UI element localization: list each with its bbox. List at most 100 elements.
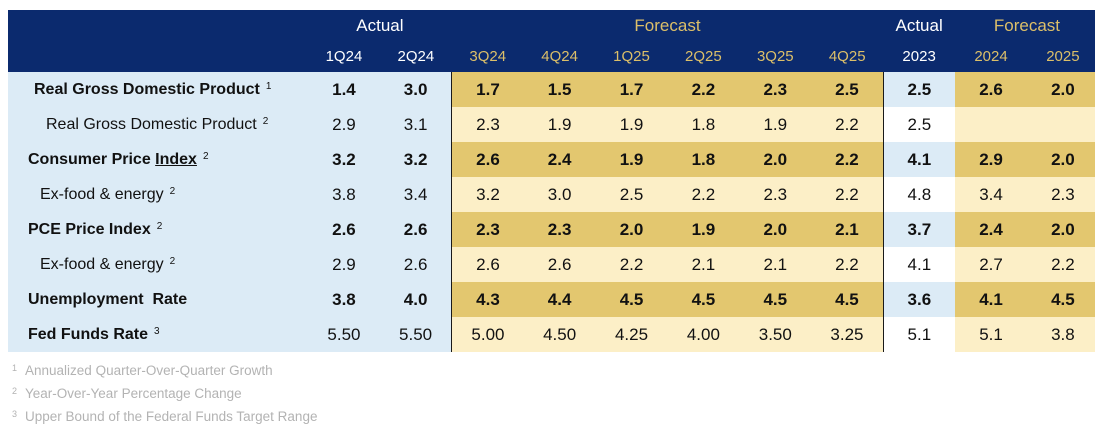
table-cell: 2.5 [811, 72, 884, 107]
table-cell: 4.8 [882, 177, 956, 212]
table-cell: 2.4 [955, 212, 1027, 247]
table-cell: 4.5 [1026, 282, 1095, 317]
table-row: PCE Price Index 2 2.6 2.6 2.3 2.3 2.0 1.9… [8, 212, 1095, 247]
table-row: Real Gross Domestic Product 2 2.9 3.1 2.3… [8, 107, 1095, 142]
footnote: 1 Annualized Quarter-Over-Quarter Growth [12, 357, 317, 380]
table-cell: 2.2 [811, 177, 884, 212]
table-cell: 2.0 [1026, 212, 1095, 247]
period-header: 3Q24 [451, 41, 524, 72]
table-cell: 1.9 [523, 107, 596, 142]
row-label-text: Real Gross Domestic Product [34, 80, 260, 98]
period-header: 2025 [1026, 41, 1095, 72]
table-cell: 3.6 [882, 282, 956, 317]
table-cell: 1.9 [739, 107, 812, 142]
table-cell: 3.25 [811, 317, 884, 352]
table-cell: 3.2 [379, 142, 452, 177]
table-cell: 2.0 [1026, 72, 1095, 107]
table-cell: 4.0 [379, 282, 452, 317]
table-row: Real Gross Domestic Product 1 1.4 3.0 1.7… [8, 72, 1095, 107]
period-header: 1Q25 [595, 41, 668, 72]
table-cell: 1.8 [667, 107, 740, 142]
table-cell: 2.3 [1026, 177, 1095, 212]
table-cell: 2.1 [739, 247, 812, 282]
table-cell: 3.8 [308, 282, 380, 317]
table-cell: 3.4 [955, 177, 1027, 212]
footnote-text: Year-Over-Year Percentage Change [25, 386, 242, 401]
table-cell: 2.6 [955, 72, 1027, 107]
table-row: Unemployment Rate 3.8 4.0 4.3 4.4 4.5 4.… [8, 282, 1095, 317]
table-cell: 3.2 [451, 177, 524, 212]
table-cell: 2.6 [523, 247, 596, 282]
table-cell: 2.3 [523, 212, 596, 247]
table-cell: 3.4 [379, 177, 452, 212]
table-cell: 4.00 [667, 317, 740, 352]
table-row: Ex-food & energy 2 2.9 2.6 2.6 2.6 2.2 2.… [8, 247, 1095, 282]
table-cell: 2.6 [308, 212, 380, 247]
table-cell: 4.1 [882, 247, 956, 282]
footnote: 3 Upper Bound of the Federal Funds Target… [12, 403, 317, 426]
table-cell: 2.1 [811, 212, 884, 247]
table-cell: 1.7 [451, 72, 524, 107]
table-cell: 5.50 [379, 317, 452, 352]
table-cell: 4.3 [451, 282, 524, 317]
table-cell: 2.2 [667, 72, 740, 107]
period-header: 2023 [883, 41, 956, 72]
table-cell: 2.6 [379, 212, 452, 247]
footnote-ref: 2 [169, 255, 176, 267]
index-link[interactable]: Index [155, 150, 197, 168]
table-cell: 2.0 [739, 212, 812, 247]
table-cell: 1.9 [595, 107, 668, 142]
footnote: 2 Year-Over-Year Percentage Change [12, 380, 317, 403]
table-cell: 2.6 [451, 247, 524, 282]
table-cell: 2.7 [955, 247, 1027, 282]
table-cell: 2.2 [667, 177, 740, 212]
period-header-row: 1Q24 2Q24 3Q24 4Q24 1Q25 2Q25 3Q25 4Q25 … [8, 41, 1095, 72]
table-cell: 2.3 [451, 107, 524, 142]
footnote-ref: 2 [202, 150, 209, 162]
footnote-text: Upper Bound of the Federal Funds Target … [25, 409, 318, 424]
footnote-text: Annualized Quarter-Over-Quarter Growth [25, 363, 273, 378]
table-cell: 2.3 [739, 72, 812, 107]
table-cell: 5.1 [882, 317, 956, 352]
table-cell: 2.2 [1026, 247, 1095, 282]
table-cell: 2.9 [308, 247, 380, 282]
footnote-ref: 3 [154, 325, 160, 337]
table-cell: 5.00 [451, 317, 524, 352]
table-cell: 2.6 [451, 142, 524, 177]
footnote-number: 2 [12, 386, 18, 396]
row-label-text: PCE Price Index [28, 220, 151, 238]
group-actual-quarterly: Actual [308, 10, 452, 41]
table-cell: 5.1 [955, 317, 1027, 352]
period-header: 1Q24 [308, 41, 380, 72]
table-cell: 4.25 [595, 317, 668, 352]
row-label: Real Gross Domestic Product 2 [8, 107, 308, 142]
table-row: Ex-food & energy 2 3.8 3.4 3.2 3.0 2.5 2.… [8, 177, 1095, 212]
footnotes: 1 Annualized Quarter-Over-Quarter Growth … [12, 357, 317, 426]
table-cell: 2.0 [595, 212, 668, 247]
row-label-text: Unemployment Rate [28, 290, 188, 308]
table-cell: 2.5 [882, 72, 956, 107]
header-corner [8, 10, 308, 41]
table-cell: 2.6 [379, 247, 452, 282]
period-header: 4Q25 [811, 41, 884, 72]
row-label: Fed Funds Rate 3 [8, 317, 308, 352]
table-cell: 2.2 [811, 142, 884, 177]
row-label-text: Consumer Price [28, 150, 156, 168]
table-cell: 2.3 [451, 212, 524, 247]
table-cell: 2.9 [955, 142, 1027, 177]
row-label: Unemployment Rate [8, 282, 308, 317]
group-header-row: Actual Forecast Actual Forecast [8, 10, 1095, 41]
table-cell: 2.9 [308, 107, 380, 142]
footnote-ref: 1 [265, 80, 272, 92]
table-cell: 4.5 [595, 282, 668, 317]
forecast-table: Actual Forecast Actual Forecast 1Q24 2Q2… [8, 10, 1095, 352]
row-label-text: Ex-food & energy [40, 255, 164, 273]
table-cell: 1.7 [595, 72, 668, 107]
table-cell: 2.0 [739, 142, 812, 177]
group-forecast-quarterly: Forecast [451, 10, 884, 41]
table-cell [955, 107, 1027, 142]
table-cell: 2.0 [1026, 142, 1095, 177]
table-cell: 4.1 [882, 142, 956, 177]
period-header: 4Q24 [523, 41, 596, 72]
table-cell: 1.4 [308, 72, 380, 107]
